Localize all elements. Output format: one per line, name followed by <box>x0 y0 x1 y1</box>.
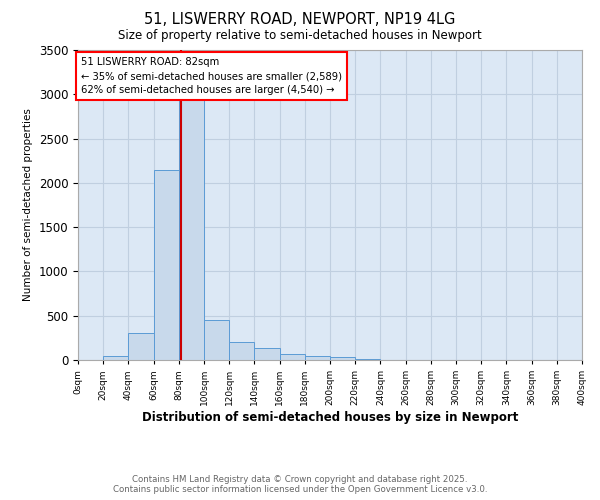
Bar <box>204 320 229 360</box>
Text: 51, LISWERRY ROAD, NEWPORT, NP19 4LG: 51, LISWERRY ROAD, NEWPORT, NP19 4LG <box>145 12 455 28</box>
Bar <box>330 358 355 360</box>
Text: Contains HM Land Registry data © Crown copyright and database right 2025.
Contai: Contains HM Land Registry data © Crown c… <box>113 474 487 494</box>
Bar <box>305 356 330 360</box>
Y-axis label: Number of semi-detached properties: Number of semi-detached properties <box>23 108 33 302</box>
Bar <box>128 334 154 360</box>
Bar <box>103 356 128 360</box>
X-axis label: Distribution of semi-detached houses by size in Newport: Distribution of semi-detached houses by … <box>142 411 518 424</box>
Bar <box>179 98 204 360</box>
Bar <box>229 342 254 360</box>
Bar <box>254 348 280 360</box>
Text: Size of property relative to semi-detached houses in Newport: Size of property relative to semi-detach… <box>118 29 482 42</box>
Bar <box>280 354 305 360</box>
Bar <box>355 358 380 360</box>
Bar <box>154 170 179 360</box>
Text: 51 LISWERRY ROAD: 82sqm
← 35% of semi-detached houses are smaller (2,589)
62% of: 51 LISWERRY ROAD: 82sqm ← 35% of semi-de… <box>80 57 341 95</box>
